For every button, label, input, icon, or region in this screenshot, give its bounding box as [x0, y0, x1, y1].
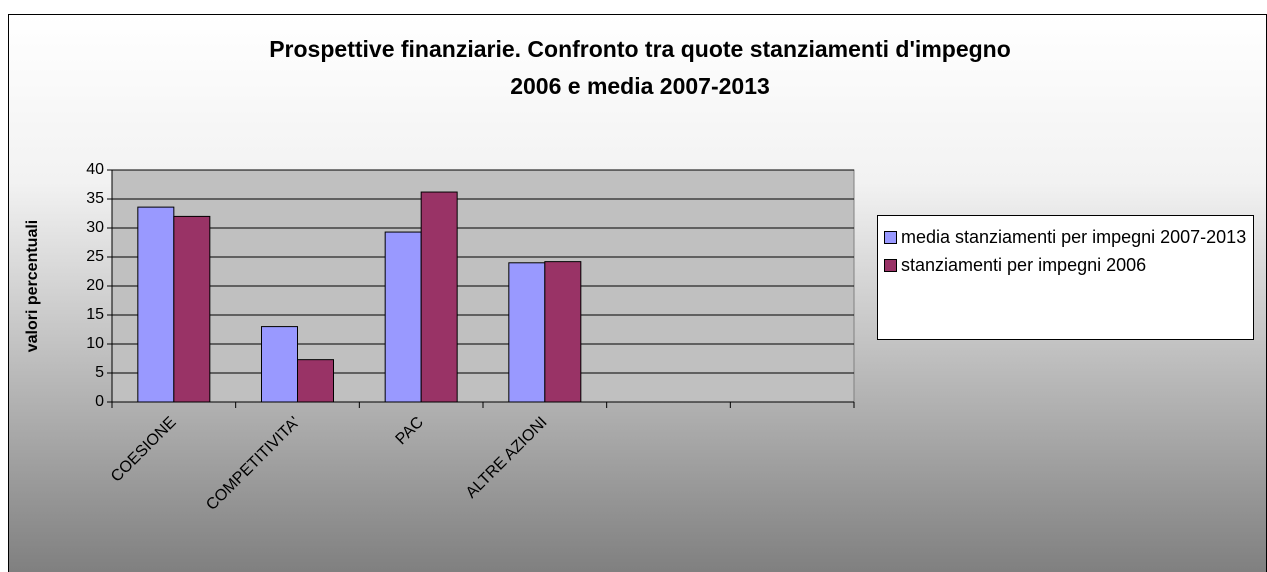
- y-tick-label: 10: [86, 335, 104, 352]
- y-tick-label: 40: [86, 161, 104, 178]
- y-tick-label: 15: [86, 306, 104, 323]
- legend-label: media stanziamenti per impegni 2007-2013: [901, 227, 1247, 247]
- bar: [137, 206, 175, 403]
- legend: media stanziamenti per impegni 2007-2013…: [877, 215, 1254, 340]
- bar: [384, 231, 422, 403]
- bar: [508, 262, 546, 403]
- y-tick-label: 25: [86, 248, 104, 265]
- bar: [297, 359, 334, 403]
- y-axis-label: valori percentuali: [24, 220, 41, 353]
- legend-swatch: [884, 231, 897, 244]
- y-tick-label: 0: [95, 393, 104, 410]
- y-tick-label: 20: [86, 277, 104, 294]
- y-tick-label: 35: [86, 190, 104, 207]
- legend-item: stanziamenti per impegni 2006: [884, 254, 1247, 276]
- bar: [173, 215, 211, 403]
- chart-title: 2006 e media 2007-2013: [510, 73, 770, 99]
- chart-title: Prospettive finanziarie. Confronto tra q…: [269, 36, 1011, 62]
- legend-item: media stanziamenti per impegni 2007-2013: [884, 226, 1247, 248]
- legend-swatch: [884, 259, 897, 272]
- legend-label: stanziamenti per impegni 2006: [901, 255, 1147, 275]
- y-tick-label: 5: [95, 364, 104, 381]
- bar: [544, 261, 582, 403]
- y-tick-label: 30: [86, 219, 104, 236]
- bar: [261, 326, 298, 403]
- bar: [420, 191, 458, 403]
